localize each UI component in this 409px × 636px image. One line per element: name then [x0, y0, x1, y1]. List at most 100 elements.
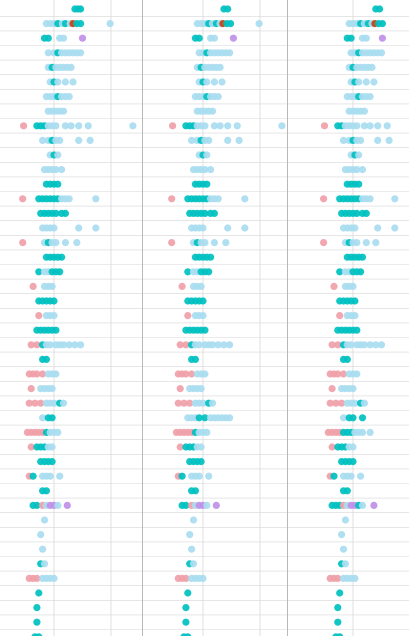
- data-point: [52, 370, 60, 378]
- data-point: [42, 487, 51, 495]
- data-point: [201, 370, 209, 378]
- data-point: [226, 414, 234, 422]
- data-point: [182, 341, 190, 349]
- data-point: [31, 399, 39, 407]
- data-point: [241, 195, 249, 203]
- data-point: [349, 282, 357, 290]
- data-point: [203, 151, 211, 159]
- data-point: [347, 472, 355, 480]
- data-point: [343, 355, 351, 363]
- data-point: [207, 166, 215, 174]
- data-point: [328, 385, 336, 393]
- data-point: [210, 209, 218, 217]
- data-point: [391, 195, 399, 203]
- data-point: [69, 78, 77, 86]
- data-point: [50, 399, 58, 407]
- data-point: [205, 472, 213, 480]
- data-point: [353, 239, 361, 247]
- data-point: [191, 487, 199, 495]
- data-point: [44, 49, 52, 57]
- data-point: [201, 209, 209, 217]
- data-point: [372, 239, 380, 247]
- data-point: [44, 34, 52, 42]
- data-point: [58, 166, 66, 174]
- data-point: [320, 195, 328, 203]
- data-point: [235, 136, 243, 144]
- data-point: [224, 136, 232, 144]
- data-point: [42, 355, 51, 363]
- data-point: [56, 136, 64, 144]
- data-point: [169, 122, 177, 130]
- data-point: [355, 78, 363, 86]
- data-point: [349, 385, 357, 393]
- data-point: [199, 297, 207, 305]
- data-point: [52, 326, 60, 334]
- data-point: [27, 385, 35, 393]
- data-point: [174, 399, 182, 407]
- data-point: [33, 501, 41, 509]
- data-point: [377, 49, 386, 57]
- data-point: [203, 180, 211, 188]
- data-point: [184, 268, 192, 276]
- data-point: [27, 443, 35, 451]
- data-point: [56, 472, 64, 480]
- data-point: [343, 487, 351, 495]
- data-point: [184, 312, 192, 320]
- data-point: [78, 34, 87, 42]
- data-point: [59, 341, 68, 349]
- points-layer: [19, 5, 399, 636]
- data-point: [391, 224, 399, 232]
- data-point: [199, 399, 207, 407]
- data-point: [218, 78, 226, 86]
- data-point: [226, 341, 234, 349]
- data-point: [362, 209, 370, 217]
- data-point: [48, 414, 56, 422]
- data-point: [351, 399, 359, 407]
- data-point: [182, 604, 190, 612]
- data-point: [59, 34, 68, 42]
- data-point: [35, 312, 43, 320]
- data-point: [92, 224, 100, 232]
- data-point: [197, 458, 205, 466]
- data-point: [351, 297, 359, 305]
- data-point: [65, 93, 73, 101]
- data-point: [229, 34, 237, 42]
- data-point: [27, 341, 35, 349]
- data-point: [353, 209, 361, 217]
- data-point: [339, 414, 348, 422]
- data-point: [54, 180, 62, 188]
- data-point: [362, 78, 370, 86]
- data-point: [336, 633, 344, 636]
- data-point: [360, 122, 368, 130]
- data-point: [52, 122, 60, 130]
- data-point: [357, 268, 365, 276]
- data-point: [334, 341, 342, 349]
- data-point: [75, 122, 83, 130]
- data-point: [50, 224, 58, 232]
- data-point: [212, 501, 220, 509]
- data-point: [328, 443, 336, 451]
- data-point: [186, 399, 194, 407]
- data-point: [210, 122, 218, 130]
- data-point: [84, 122, 92, 130]
- data-point: [33, 604, 41, 612]
- data-point: [357, 472, 365, 480]
- data-point: [330, 282, 338, 290]
- data-point: [182, 618, 190, 626]
- data-point: [52, 239, 60, 247]
- data-point: [360, 399, 368, 407]
- data-point: [203, 501, 211, 509]
- data-point: [37, 399, 45, 407]
- data-point: [366, 195, 374, 203]
- data-point: [65, 195, 73, 203]
- data-point: [353, 370, 361, 378]
- data-point: [366, 428, 374, 436]
- data-point: [341, 560, 349, 568]
- data-point: [50, 297, 58, 305]
- data-point: [334, 618, 342, 626]
- data-point: [19, 195, 27, 203]
- data-point: [210, 34, 218, 42]
- data-point: [195, 341, 203, 349]
- data-point: [368, 63, 376, 71]
